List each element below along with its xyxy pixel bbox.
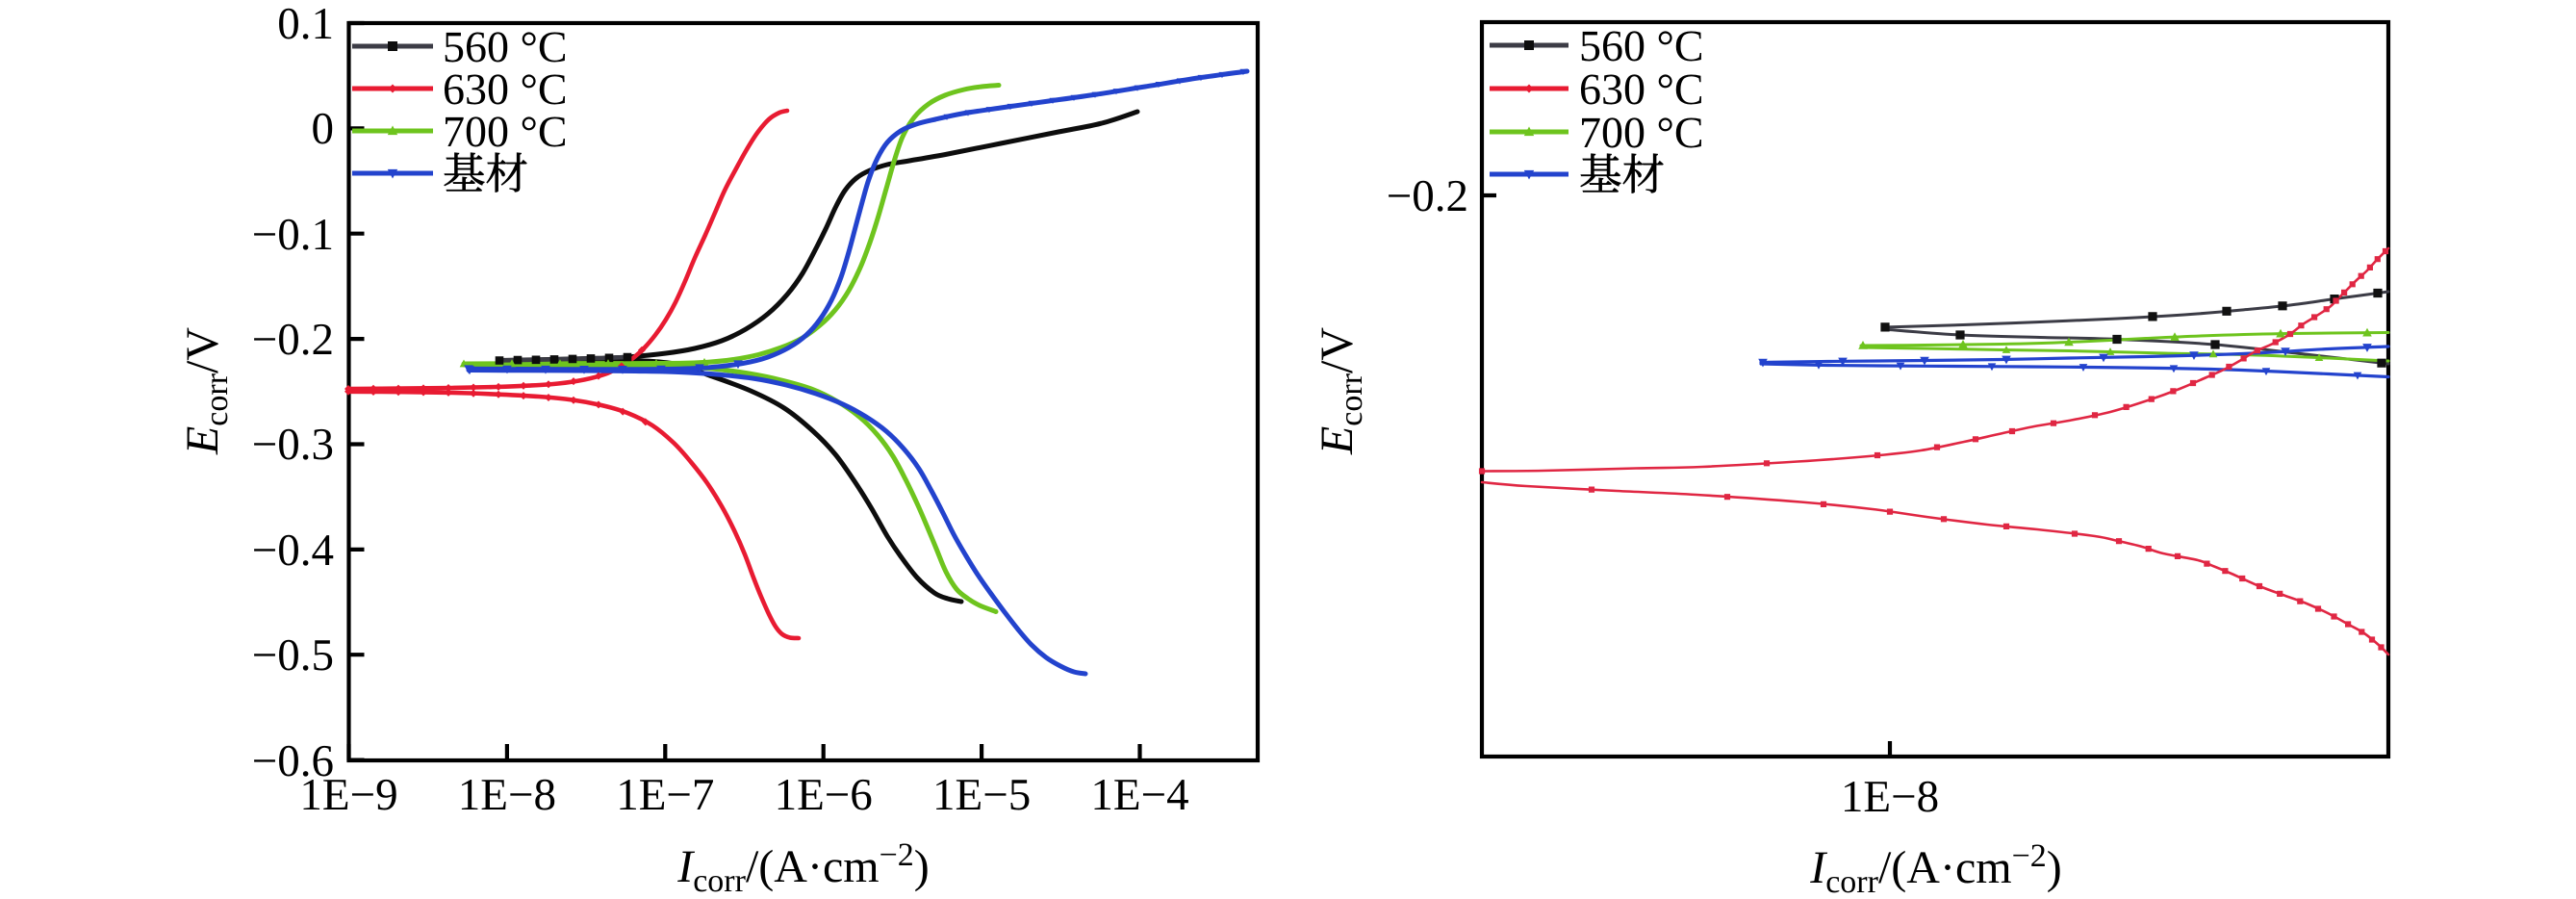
svg-text:560 °C: 560 °C	[1579, 21, 1704, 70]
svg-text:560 °C: 560 °C	[443, 22, 568, 71]
svg-text:Icorr/(A·cm−2): Icorr/(A·cm−2)	[676, 837, 930, 899]
svg-text:−0.2: −0.2	[1387, 171, 1468, 221]
svg-text:1E−7: 1E−7	[616, 770, 714, 820]
svg-text:1E−5: 1E−5	[932, 770, 1031, 820]
svg-text:Icorr/(A·cm−2): Icorr/(A·cm−2)	[1809, 838, 2062, 899]
svg-text:−0.5: −0.5	[252, 630, 334, 681]
svg-text:Ecorr/V: Ecorr/V	[177, 327, 235, 455]
svg-text:700 °C: 700 °C	[1579, 108, 1704, 157]
svg-text:630 °C: 630 °C	[1579, 64, 1704, 114]
svg-text:Ecorr/V: Ecorr/V	[1312, 327, 1369, 455]
svg-text:1E−6: 1E−6	[775, 770, 873, 820]
svg-text:0: 0	[312, 104, 335, 154]
svg-text:0.1: 0.1	[277, 0, 334, 49]
svg-text:1E−8: 1E−8	[458, 770, 556, 820]
svg-text:−0.2: −0.2	[252, 315, 334, 365]
svg-text:−0.1: −0.1	[252, 210, 334, 260]
svg-text:1E−8: 1E−8	[1841, 772, 1939, 822]
svg-text:630 °C: 630 °C	[443, 64, 568, 114]
svg-text:−0.6: −0.6	[252, 736, 334, 786]
svg-text:−0.3: −0.3	[252, 420, 334, 470]
svg-text:1E−9: 1E−9	[299, 770, 397, 820]
svg-text:1E−4: 1E−4	[1090, 770, 1188, 820]
svg-text:700 °C: 700 °C	[443, 107, 568, 156]
svg-text:−0.4: −0.4	[252, 526, 334, 576]
